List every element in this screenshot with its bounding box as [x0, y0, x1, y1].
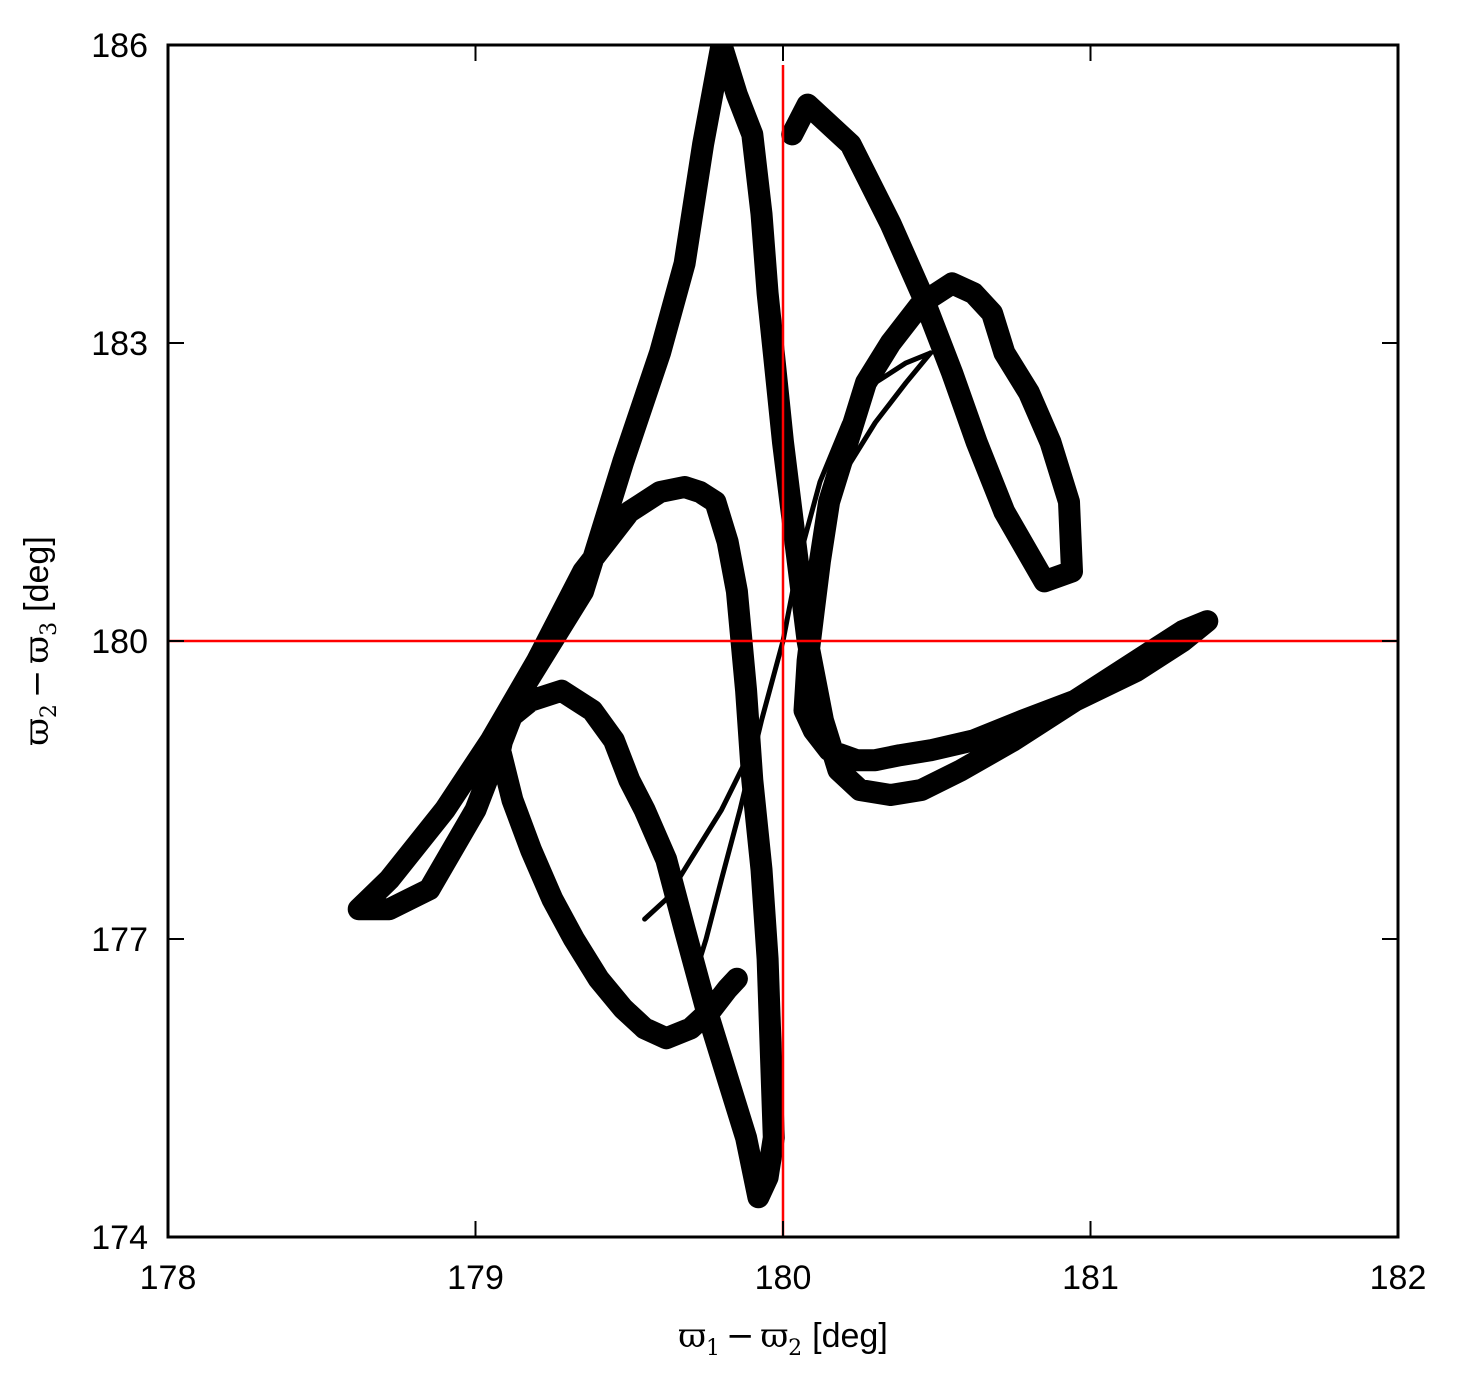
y-tick-label: 174	[91, 1219, 148, 1257]
trajectory-curves	[347, 45, 1219, 1209]
x-tick-label: 179	[447, 1259, 504, 1297]
y-tick-label: 177	[91, 921, 148, 959]
trajectory-series-1	[347, 45, 1219, 1209]
trajectory-series-4	[817, 350, 934, 525]
y-tick-labels: 174 177 180 183 186	[91, 27, 148, 1257]
x-tick-labels: 178 179 180 181 182	[140, 1259, 1427, 1297]
x-tick-label: 181	[1062, 1259, 1119, 1297]
reference-lines	[168, 65, 1398, 1237]
y-tick-label: 186	[91, 27, 148, 65]
y-tick-label: 183	[91, 325, 148, 363]
x-tick-label: 178	[140, 1259, 197, 1297]
x-tick-label: 180	[755, 1259, 812, 1297]
y-axis-title: ϖ2−ϖ3[deg]	[17, 536, 62, 746]
x-axis-title: ϖ1− ϖ2 [deg]	[678, 1316, 888, 1361]
trajectory-series-2	[694, 350, 934, 972]
y-tick-label: 180	[91, 623, 148, 661]
x-tick-label: 182	[1370, 1259, 1427, 1297]
axis-ticks	[167, 44, 1399, 1238]
trajectory-series-3	[642, 757, 749, 922]
